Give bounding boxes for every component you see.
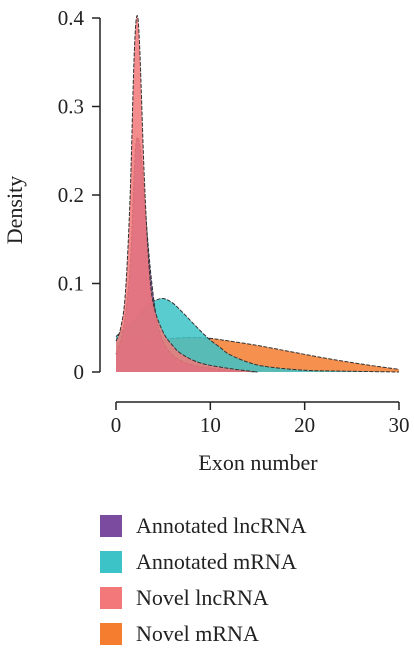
x-tick-label: 0 <box>111 413 122 437</box>
legend-label: Novel lncRNA <box>136 585 269 610</box>
y-tick-label: 0.4 <box>58 6 85 30</box>
y-axis-title: Density <box>2 176 27 244</box>
legend-item: Novel mRNA <box>100 616 306 652</box>
legend-label: Annotated lncRNA <box>136 513 307 538</box>
legend-item: Novel lncRNA <box>100 580 306 616</box>
y-tick-label: 0.2 <box>58 183 84 207</box>
y-tick-label: 0 <box>74 360 85 384</box>
legend-item: Annotated mRNA <box>100 544 306 580</box>
legend-swatch <box>100 551 122 573</box>
density-areas <box>115 14 400 373</box>
legend-label: Novel mRNA <box>136 621 259 646</box>
x-tick-label: 20 <box>294 413 315 437</box>
legend-swatch <box>100 623 122 645</box>
legend-label: Annotated mRNA <box>136 549 297 574</box>
x-ticks: 0 10 20 30 <box>111 402 410 437</box>
outline-novel-lncrna <box>115 14 258 373</box>
area-novel-lncrna <box>116 15 258 373</box>
legend: Annotated lncRNA Annotated mRNA Novel lncR… <box>100 508 306 652</box>
y-tick-label: 0.3 <box>58 95 84 119</box>
x-tick-label: 30 <box>389 413 410 437</box>
x-tick-label: 10 <box>200 413 221 437</box>
legend-swatch <box>100 515 122 537</box>
density-chart: 0 0.1 0.2 0.3 0.4 0 10 20 30 Density Exon numbe… <box>2 6 410 475</box>
area-annotated-mrna <box>116 298 399 372</box>
legend-item: Annotated lncRNA <box>100 508 306 544</box>
legend-swatch <box>100 587 122 609</box>
y-ticks: 0 0.1 0.2 0.3 0.4 <box>58 6 100 384</box>
x-axis-title: Exon number <box>198 450 318 475</box>
y-tick-label: 0.1 <box>58 272 84 296</box>
